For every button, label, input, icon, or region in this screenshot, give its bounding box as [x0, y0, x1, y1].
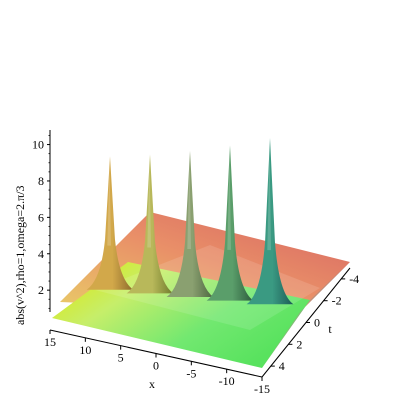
z-ticks: 2 4 6 8 10 — [32, 135, 50, 309]
x-tick-label: 10 — [79, 343, 91, 357]
z-tick-label: 10 — [32, 138, 44, 152]
t-tick-label: 0 — [314, 316, 320, 330]
x-tick-label: 15 — [44, 335, 56, 349]
peak-5 — [246, 138, 294, 305]
peak-highlight — [227, 151, 231, 250]
z-tick-label: 4 — [38, 247, 44, 261]
peak-spike — [126, 154, 174, 294]
peak-spike — [86, 156, 134, 290]
x-tick-label: -5 — [186, 366, 196, 380]
t-tick-label: -2 — [332, 294, 342, 308]
z-tick-label: 6 — [38, 210, 44, 224]
x-tick-label: -15 — [254, 382, 270, 396]
z-tick-label: 2 — [38, 283, 44, 297]
t-tick-label: -4 — [349, 272, 359, 286]
peak-highlight — [187, 156, 191, 249]
peaks-layer — [86, 138, 294, 305]
peak-highlight — [107, 162, 111, 246]
x-axis-label: x — [149, 377, 155, 391]
peak-1 — [86, 156, 134, 290]
z-tick-label: 8 — [38, 174, 44, 188]
t-ticks: -4 -2 024 — [270, 272, 359, 373]
peak-spike — [206, 145, 254, 301]
peak-spike — [246, 138, 294, 305]
peak-spike — [166, 150, 214, 297]
peak-highlight — [147, 160, 151, 248]
x-tick-label: -10 — [219, 374, 235, 388]
peak-highlight — [267, 144, 271, 251]
z-axis-label: abs(v^2),rho=1,omega=2.π/3 — [13, 185, 27, 325]
t-tick-label: 2 — [296, 337, 302, 351]
t-tick-label: 4 — [279, 359, 285, 373]
peak-4 — [206, 145, 254, 301]
x-tick-label: 0 — [153, 359, 159, 373]
peak-3 — [166, 150, 214, 297]
peak-2 — [126, 154, 174, 294]
t-axis-label: t — [328, 322, 332, 336]
x-ticks: 15 10 5 0 -5 -10 -15 — [44, 330, 270, 396]
x-tick-label: 5 — [118, 351, 124, 365]
